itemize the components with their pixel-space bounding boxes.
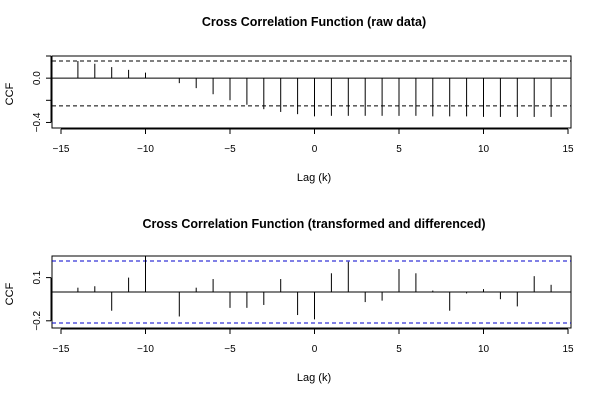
x-axis-label: Lag (k) [297, 372, 331, 384]
y-tick-label: 0.1 [32, 270, 43, 284]
y-tick-label: −0.2 [32, 310, 43, 330]
x-tick-label: −10 [137, 344, 154, 355]
plot-marks: −15 −10 −5 0 5 10 15 −0.4 0.0 [32, 55, 574, 155]
y-tick-label: −0.4 [32, 112, 43, 132]
x-tick-label: 15 [562, 144, 574, 155]
x-tick-label: 0 [312, 144, 318, 155]
x-tick-label: −5 [224, 344, 236, 355]
x-tick-label: 10 [478, 144, 490, 155]
chart-title: Cross Correlation Function (transformed … [142, 217, 485, 231]
x-tick-label: 0 [312, 344, 318, 355]
x-tick-label: −15 [53, 144, 70, 155]
x-tick-label: 5 [396, 144, 402, 155]
plot-frame [51, 55, 572, 129]
y-axis-label: CCF [4, 282, 16, 305]
x-tick-label: −10 [137, 144, 154, 155]
x-tick-label: 5 [396, 344, 402, 355]
plot-marks: −15 −10 −5 0 5 10 15 −0.2 0.1 [32, 256, 574, 355]
chart-title: Cross Correlation Function (raw data) [202, 15, 426, 29]
x-tick-label: −5 [224, 144, 236, 155]
x-axis-label: Lag (k) [297, 172, 331, 184]
x-tick-label: 10 [478, 344, 490, 355]
x-tick-label: −15 [53, 344, 70, 355]
ccf-transformed-panel: Cross Correlation Function (transformed … [4, 217, 574, 384]
ccf-raw-panel: Cross Correlation Function (raw data) CC… [4, 15, 574, 184]
y-tick-label: 0.0 [32, 71, 43, 85]
y-axis-label: CCF [4, 82, 16, 105]
x-tick-label: 15 [562, 344, 574, 355]
